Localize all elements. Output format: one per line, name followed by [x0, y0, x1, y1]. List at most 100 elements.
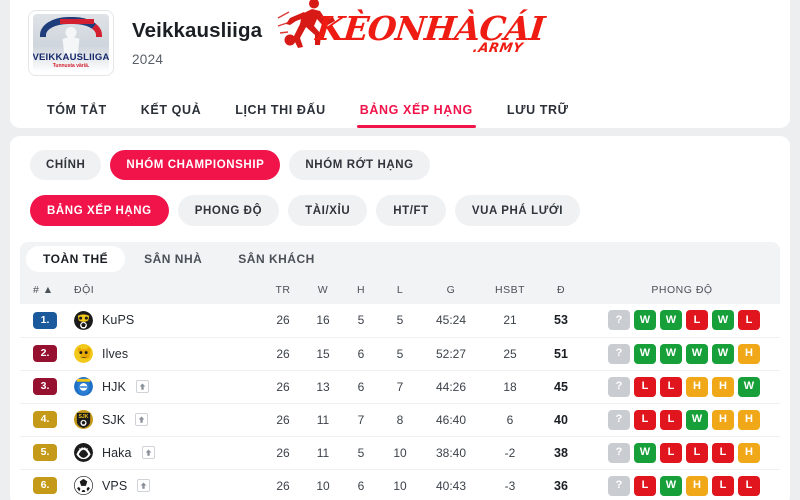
table-body: 1. KuPS 26 16 5 5 45:24 21 53? W W L W L 2. Ilves 26 15 6 5… [20, 304, 780, 500]
team-crest-icon [74, 344, 93, 363]
form-badge-w: W [660, 310, 682, 331]
tab-bang-xep-hang[interactable]: BẢNG XẾP HẠNG [343, 103, 490, 128]
col-team[interactable]: ĐỘI [74, 284, 95, 296]
promotion-arrow-icon [135, 413, 149, 426]
table-row[interactable]: 6. VPS 26 10 6 10 40:43 -3 36? L W H L L [20, 469, 780, 500]
team-crest-icon [74, 377, 93, 396]
form-badge-unknown: ? [608, 343, 630, 364]
chip-ht-ft[interactable]: HT/FT [376, 195, 446, 226]
col-points[interactable]: Đ [556, 284, 566, 296]
won-cell: 11 [316, 445, 330, 460]
chip-bang-xep-hang[interactable]: BẢNG XẾP HẠNG [30, 195, 169, 226]
chip-tai-xiu[interactable]: TÀI/XỈU [288, 195, 368, 226]
tab-tom-tat[interactable]: TÓM TẮT [47, 103, 107, 117]
team-name: HJK [102, 379, 126, 394]
form-cell: ? L W H L L [584, 469, 780, 500]
goals-cell: 38:40 [435, 445, 467, 460]
played-cell: 26 [276, 313, 290, 328]
form-badge-l: L [660, 409, 682, 430]
col-draw[interactable]: H [356, 284, 366, 296]
col-goals[interactable]: G [446, 284, 456, 296]
form-badge-l: L [634, 376, 656, 397]
col-gd[interactable]: HSBT [494, 284, 525, 296]
chip-nhom-rot-hang[interactable]: NHÓM RỚT HẠNG [289, 150, 430, 180]
chip-nhom-championship[interactable]: NHÓM CHAMPIONSHIP [110, 150, 281, 180]
form-badge-unknown: ? [608, 475, 630, 496]
form-badge-unknown: ? [608, 409, 630, 430]
rank-cell: 1. [20, 304, 66, 337]
points-cell: 40 [554, 412, 568, 427]
team-cell[interactable]: Ilves [66, 337, 262, 370]
rank-badge: 3. [33, 378, 57, 395]
table-row[interactable]: 3. HJK 26 13 6 7 44:26 18 45? L L H H W [20, 370, 780, 403]
team-cell[interactable]: HJK [66, 370, 262, 403]
logo-wordmark: VEIKKAUSLIIGA [33, 51, 109, 63]
form-cell: ? W W L W L [584, 304, 780, 337]
goal-difference-cell: 25 [503, 346, 517, 361]
team-cell[interactable]: SJK SJK [66, 403, 262, 436]
team-crest-icon: SJK [74, 410, 93, 429]
tab-luu-tru[interactable]: LƯU TRỮ [506, 103, 569, 117]
chip-vua-pha-luoi[interactable]: VUA PHÁ LƯỚI [454, 195, 581, 226]
goals-cell: 46:40 [435, 412, 467, 427]
lost-cell: 7 [396, 379, 404, 394]
tab-lich-thi-dau[interactable]: LỊCH THI ĐẤU [235, 103, 326, 117]
team-cell[interactable]: KuPS [66, 304, 262, 337]
table-row[interactable]: 1. KuPS 26 16 5 5 45:24 21 53? W W L W L [20, 304, 780, 337]
points-cell: 38 [554, 445, 568, 460]
draw-cell: 6 [357, 346, 365, 361]
goal-difference-cell: -3 [504, 478, 516, 493]
goal-difference-cell: 6 [506, 412, 514, 427]
form-badge-unknown: ? [608, 376, 630, 397]
table-header-row: # ▲ ĐỘI TR W H L G HSBT Đ PHONG ĐỘ [20, 276, 780, 304]
table-row[interactable]: 5. Haka 26 11 5 10 38:40 -2 38? W L L L H [20, 436, 780, 469]
logo-arc-shape [40, 16, 102, 37]
tab-san-khach[interactable]: SÂN KHÁCH [238, 252, 315, 266]
form-badge-h: H [738, 343, 760, 364]
team-cell[interactable]: Haka [66, 436, 262, 469]
col-played[interactable]: TR [275, 284, 291, 296]
tab-ket-qua[interactable]: KẾT QUẢ [140, 103, 202, 117]
form-badge-w: W [660, 475, 682, 496]
team-crest-icon [74, 476, 93, 495]
form-badge-l: L [686, 442, 708, 463]
col-lost[interactable]: L [396, 284, 404, 296]
form-badge-w: W [712, 343, 734, 364]
form-badge-w: W [686, 343, 708, 364]
header-titles: Veikkausliiga 2024 [132, 19, 262, 67]
table-row[interactable]: 4. SJK SJK 26 11 7 8 46:40 6 40? L L W H H [20, 403, 780, 436]
svg-text:SJK: SJK [79, 414, 89, 420]
lost-cell: 10 [393, 478, 407, 493]
logo-tagline: Tunnusta väriä. [52, 62, 90, 69]
rank-cell: 3. [20, 370, 66, 403]
col-rank[interactable]: # ▲ [33, 284, 54, 296]
chip-phong-do[interactable]: PHONG ĐỘ [177, 195, 280, 226]
tab-toan-the[interactable]: TOÀN THỂ [26, 246, 126, 272]
form-badge-l: L [634, 475, 656, 496]
played-cell: 26 [276, 478, 290, 493]
lost-cell: 10 [393, 445, 407, 460]
col-won[interactable]: W [317, 284, 329, 296]
standings-card: CHÍNH NHÓM CHAMPIONSHIP NHÓM RỚT HẠNG BẢ… [10, 136, 790, 500]
table-row[interactable]: 2. Ilves 26 15 6 5 52:27 25 51? W W W W H [20, 337, 780, 370]
site-watermark: KÈONHÀCÁI .ARMY [268, 0, 558, 72]
form-badge-h: H [738, 442, 760, 463]
tab-san-nha[interactable]: SÂN NHÀ [144, 252, 203, 266]
form-badge-w: W [686, 409, 708, 430]
goals-cell: 52:27 [435, 346, 467, 361]
chip-chinh[interactable]: CHÍNH [30, 150, 102, 180]
won-cell: 10 [316, 478, 330, 493]
form-badge-l: L [738, 310, 760, 331]
form-badge-w: W [738, 376, 760, 397]
standings-table-wrapper: TOÀN THỂ SÂN NHÀ SÂN KHÁCH # ▲ ĐỘI TR W … [20, 242, 780, 500]
form-cell: ? L L W H H [584, 403, 780, 436]
form-badge-l: L [738, 475, 760, 496]
venue-tabs: TOÀN THỂ SÂN NHÀ SÂN KHÁCH [20, 242, 780, 276]
form-badge-unknown: ? [608, 310, 630, 331]
goal-difference-cell: 18 [503, 379, 517, 394]
goal-difference-cell: 21 [503, 313, 517, 328]
draw-cell: 7 [357, 412, 365, 427]
rank-cell: 5. [20, 436, 66, 469]
goal-difference-cell: -2 [504, 445, 516, 460]
team-cell[interactable]: VPS [66, 469, 262, 500]
